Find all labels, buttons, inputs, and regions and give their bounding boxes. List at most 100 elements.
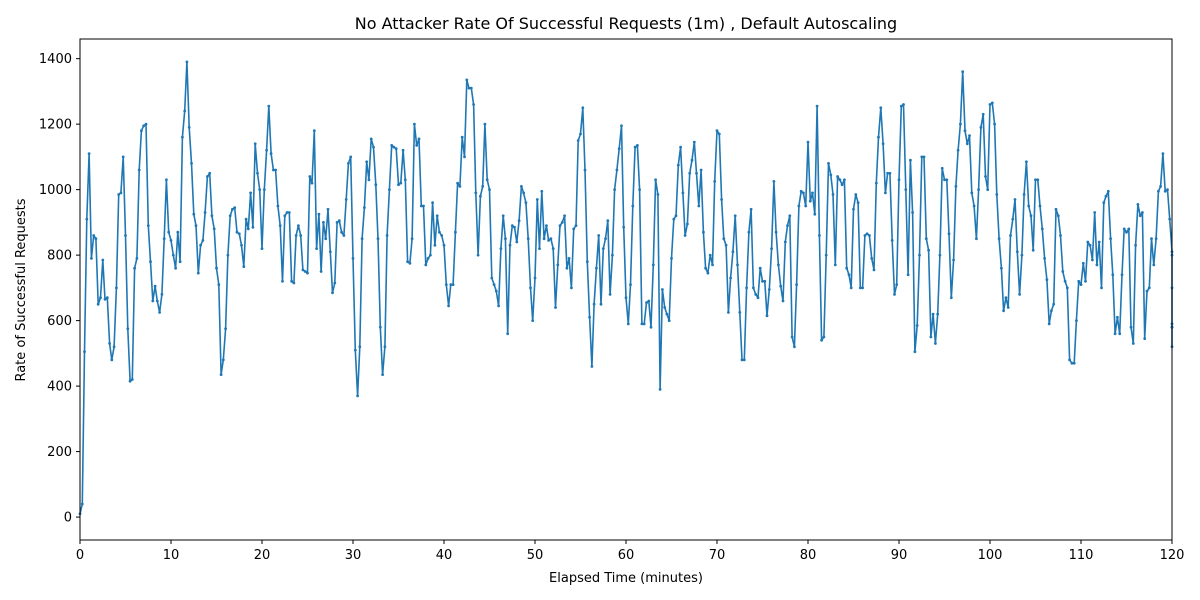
data-point [508,243,512,247]
data-point [820,338,823,342]
data-point [615,168,619,172]
data-point [1040,227,1044,231]
data-point [174,266,178,270]
data-point [733,214,737,218]
data-point [149,260,152,264]
data-point [492,283,496,286]
data-point [517,219,521,223]
data-point [638,188,641,192]
data-point [731,250,735,254]
data-point [251,225,255,229]
y-tick-label: 400 [47,380,72,395]
data-point [811,191,814,195]
data-point [1097,240,1101,244]
data-point [303,270,307,273]
data-point [435,214,439,218]
plot-area [78,60,1174,516]
data-point [824,253,828,257]
y-tick-label: 200 [47,445,72,460]
data-point [90,257,93,260]
data-point [463,155,466,159]
data-point [210,214,214,218]
data-point [392,145,396,149]
data-point [808,199,812,203]
data-point [456,181,459,185]
data-point [1029,214,1033,218]
data-point [984,175,987,178]
data-point [444,283,448,286]
data-point [656,193,660,196]
data-point [490,276,494,280]
data-point [861,286,864,290]
data-point [897,178,901,182]
data-point [203,211,207,214]
data-point [740,358,744,362]
data-point [708,253,712,257]
x-tick-label: 70 [709,548,726,563]
data-point [297,224,300,228]
y-tick-label: 800 [47,249,72,264]
data-point [706,271,710,275]
data-point [572,227,576,231]
data-point [940,166,944,170]
data-point [770,247,773,251]
data-point [165,178,168,182]
data-point [904,188,908,192]
data-point [1147,286,1151,290]
data-point [1154,237,1158,241]
data-point [576,139,580,142]
data-point [1025,160,1028,164]
data-point [301,268,305,272]
data-point [913,350,917,354]
x-tick-label: 80 [800,548,817,563]
series-markers [78,60,1174,516]
data-point [315,247,318,251]
data-point [774,230,778,234]
data-point [294,234,298,237]
data-point [322,221,325,224]
data-point [510,224,514,228]
data-point [408,261,412,265]
data-point [1104,194,1108,198]
x-tick-label: 0 [76,548,84,563]
data-point [954,185,958,188]
data-point [631,204,635,208]
x-tick-label: 40 [436,548,453,563]
data-point [611,253,614,257]
data-point [1120,273,1124,277]
data-point [105,296,109,300]
data-point [624,296,628,300]
data-point [777,263,780,267]
data-point [374,183,378,187]
x-axis-ticks: 0 10 20 30 40 50 60 70 80 90 100 110 120 [76,540,1184,563]
data-point [431,201,434,205]
data-point [979,126,983,129]
data-point [692,140,696,144]
data-point [433,243,437,247]
data-point [176,230,180,234]
data-point [1157,189,1160,193]
data-point [422,204,425,208]
data-point [802,191,805,195]
data-point [242,265,246,268]
data-point [879,106,883,110]
data-point [1031,248,1035,252]
data-point [747,230,751,234]
data-point [426,257,430,260]
data-point [1077,279,1081,283]
data-point [915,324,919,327]
data-point [417,137,421,141]
data-point [285,211,289,214]
data-point [337,219,341,223]
data-point [274,168,277,172]
data-point [672,217,676,221]
data-point [515,240,519,244]
data-point [1134,243,1137,247]
data-point [1118,332,1122,336]
data-point [1122,227,1126,231]
data-point [365,160,369,164]
data-point [399,181,403,185]
data-point [767,288,771,291]
data-point [376,237,380,241]
data-point [649,325,653,329]
